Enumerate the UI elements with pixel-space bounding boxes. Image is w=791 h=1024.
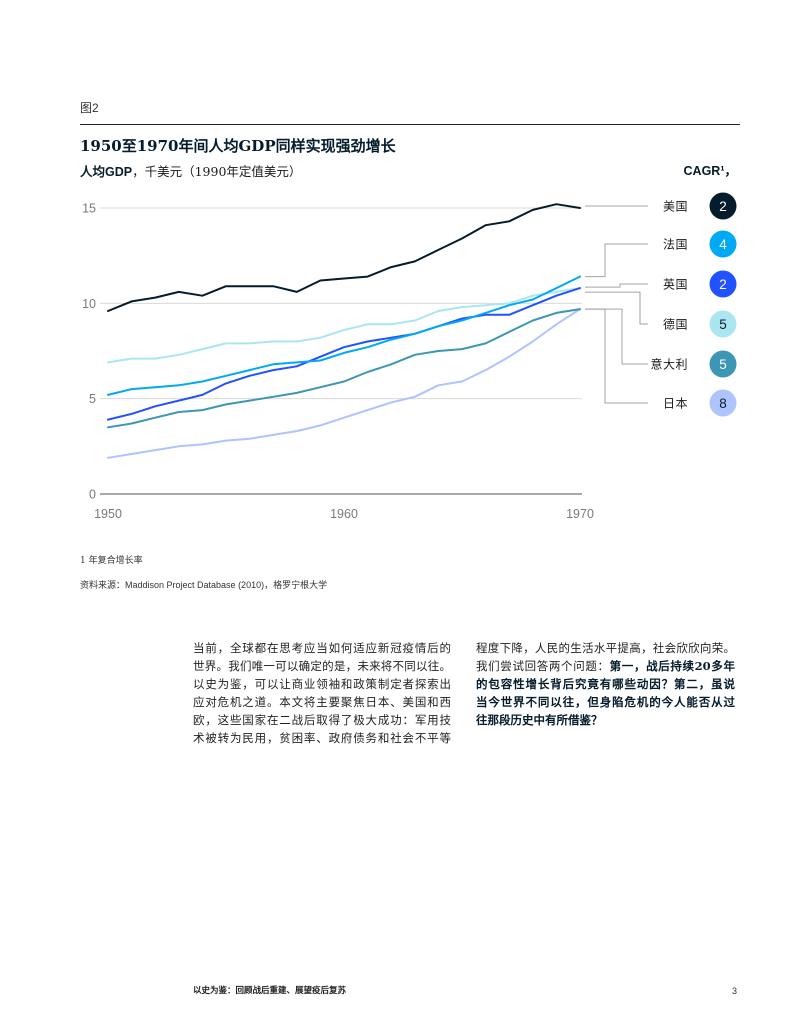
legend-label: 德国 [663, 317, 688, 332]
y-tick-label: 10 [82, 297, 96, 311]
legend-cagr-badge [709, 192, 737, 220]
legend-cagr-badge [709, 270, 737, 298]
legend-label: 日本 [663, 397, 688, 411]
legend-cagr-badge [709, 230, 737, 258]
body-text-run-bold: 的包容性增长背后究竟有哪些动因？第二，虽说 [476, 677, 735, 691]
body-text-line: 程度下降，人民的生活水平提高，社会欣欣向荣。 [476, 639, 735, 657]
body-text-run-bold: 当今世界不同以往，但身陷危机的今人能否从过 [476, 695, 735, 709]
series-line [107, 287, 581, 421]
body-text-line: 当今世界不同以往，但身陷危机的今人能否从过 [476, 693, 735, 711]
legend-cagr-value: 4 [719, 237, 727, 252]
page-number: 3 [732, 986, 738, 996]
x-tick-label: 1950 [94, 507, 122, 521]
series-line [107, 275, 581, 396]
header-rule [80, 124, 740, 125]
body-text-line: 世界。我们唯一可以确定的是，未来将不同以往。 [193, 659, 451, 673]
x-tick-label: 1970 [566, 507, 594, 521]
legend-cagr-badge [709, 350, 737, 378]
footnote: 1 年复合增长率 [80, 556, 143, 566]
source-note: 资料来源：Maddison Project Database (2010)，格罗… [80, 580, 328, 590]
series-line [107, 287, 581, 364]
body-text-run-bold: 往那段历史中有所借鉴？ [476, 713, 603, 727]
line-chart: 0 5 10 15 1950 1960 1970 美国 2 法国 4 英国 2 德国 5 意大利 5 日本 8 [82, 192, 737, 521]
body-text-line: 术被转为民用，贫困率、政府债务和社会不平等 [193, 731, 451, 745]
legend-cagr-badge [709, 310, 737, 338]
subtitle-unit: ，千美元（1990年定值美元） [132, 164, 302, 179]
figure-label: 图2 [80, 101, 99, 115]
y-tick-label: 5 [89, 392, 96, 406]
y-tick-label: 0 [89, 488, 96, 502]
legend-connector [585, 291, 648, 325]
legend-connector [585, 243, 648, 278]
body-text-line: 当前，全球都在思考应当如何适应新冠疫情后的 [193, 641, 451, 655]
legend-cagr-value: 2 [719, 277, 727, 292]
body-text-line: 我们尝试回答两个问题：第一，战后持续20多年 [476, 657, 735, 675]
body-text-line: 的包容性增长背后究竟有哪些动因？第二，虽说 [476, 675, 735, 693]
y-tick-label: 15 [82, 202, 96, 216]
legend-label: 英国 [663, 278, 688, 292]
chart-title: 1950至1970年间人均GDP同样实现强劲增长 [80, 137, 396, 155]
body-text-run-bold: 第一，战后持续20多年 [609, 659, 735, 673]
legend-label: 美国 [663, 200, 688, 214]
body-column-right: 程度下降，人民的生活水平提高，社会欣欣向荣。 我们尝试回答两个问题：第一，战后持… [476, 639, 735, 729]
legend-label: 意大利 [650, 357, 688, 372]
series-line [107, 308, 581, 459]
legend-title: CAGR¹， [683, 164, 737, 178]
legend-connector [585, 308, 648, 365]
chart-subtitle: 人均GDP，千美元（1990年定值美元） [80, 164, 301, 180]
legend-cagr-badge [709, 389, 737, 417]
body-text-run: 我们尝试回答两个问题： [476, 659, 610, 673]
legend-connector [585, 283, 648, 288]
series-line [107, 308, 581, 429]
body-text-run: 程度下降，人民的生活水平提高，社会欣欣向荣。 [476, 641, 735, 655]
body-text-line: 应对危机之道。本文将主要聚焦日本、美国和西 [193, 695, 451, 709]
legend-cagr-value: 2 [719, 199, 727, 214]
body-text-line: 以史为鉴，可以让商业领袖和政策制定者探索出 [193, 677, 451, 691]
legend-label: 法国 [663, 238, 688, 252]
body-text-line: 欧，这些国家在二战后取得了极大成功：军用技 [193, 713, 451, 727]
body-column-left: 当前，全球都在思考应当如何适应新冠疫情后的 世界。我们唯一可以确定的是，未来将不… [193, 639, 451, 747]
body-text-line: 往那段历史中有所借鉴？ [476, 711, 735, 729]
footer-title: 以史为鉴：回顾战后重建、展望疫后复苏 [193, 986, 347, 996]
legend-cagr-value: 8 [719, 396, 727, 411]
x-tick-label: 1960 [330, 507, 358, 521]
legend-connector [585, 308, 648, 404]
legend-cagr-value: 5 [719, 357, 727, 372]
subtitle-metric: 人均GDP [80, 165, 133, 179]
legend-cagr-value: 5 [719, 317, 727, 332]
series-line [107, 203, 581, 312]
